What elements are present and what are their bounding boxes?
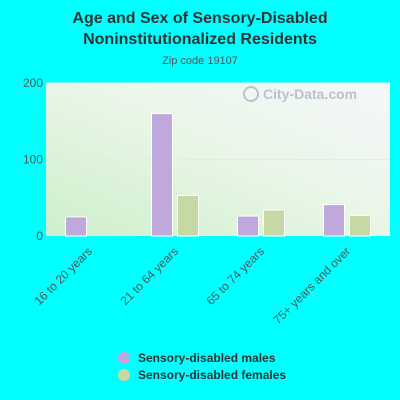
watermark: City-Data.com — [243, 86, 357, 102]
bar-females — [263, 209, 285, 237]
x-category-label: 65 to 74 years — [203, 244, 267, 308]
bar-females — [177, 194, 199, 237]
x-category-label: 75+ years and over — [270, 244, 353, 327]
watermark-text: City-Data.com — [263, 86, 357, 102]
y-tick-label: 100 — [23, 153, 43, 167]
bar-males — [65, 216, 87, 237]
chart-subtitle: Zip code 19107 — [162, 55, 238, 67]
legend-swatch-males — [118, 352, 130, 364]
chart-title-line2: Noninstitutionalized Residents — [83, 31, 317, 48]
watermark-logo-icon — [243, 86, 259, 102]
x-category-label: 21 to 64 years — [117, 244, 181, 308]
legend-label-females: Sensory-disabled females — [138, 368, 287, 382]
y-tick-label: 200 — [23, 76, 43, 90]
y-tick-label: 0 — [36, 229, 43, 243]
legend-swatch-females — [118, 369, 130, 381]
chart-title: Age and Sex of Sensory-Disabled Noninsti… — [0, 8, 400, 50]
bar-females — [349, 214, 371, 237]
bar-males — [237, 215, 259, 237]
x-category-label: 16 to 20 years — [31, 244, 95, 308]
bar-males — [151, 113, 173, 237]
legend-label-males: Sensory-disabled males — [138, 351, 276, 365]
legend-item-females: Sensory-disabled females — [118, 367, 286, 383]
chart-title-line1: Age and Sex of Sensory-Disabled — [72, 10, 328, 27]
legend: Sensory-disabled males Sensory-disabled … — [118, 350, 286, 384]
bar-males — [323, 204, 345, 237]
legend-item-males: Sensory-disabled males — [118, 350, 286, 366]
